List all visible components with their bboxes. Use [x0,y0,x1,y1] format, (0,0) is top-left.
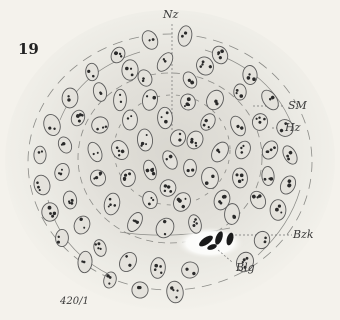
nucleus [62,190,78,210]
leader-blg [217,249,233,263]
nucleus [236,251,254,273]
nucleus [177,25,193,47]
nucleus [77,250,93,274]
nucleus [282,145,298,165]
blood-cell [207,244,217,250]
nucleus [33,174,51,196]
nucleus [276,119,294,137]
nucleus [55,228,69,248]
nucleus [249,190,267,210]
blood-vessel-lumen [176,227,244,259]
nucleus [253,230,271,250]
nucleus [156,52,174,72]
nucleus [103,271,117,289]
nucleus [41,202,59,222]
nucleus [61,87,79,109]
nucleus [173,192,191,212]
nucleus [211,45,229,65]
nucleus [137,69,153,87]
nucleus [120,168,136,188]
nucleus [213,189,231,211]
nucleus [143,159,157,181]
blood-cell [215,231,223,245]
nucleus [85,62,99,82]
nucleus [235,140,251,160]
label-hz: Hz [285,121,301,134]
nucleus [110,46,126,64]
nucleus [196,56,214,76]
nucleus [73,215,91,235]
blood-cell [226,232,234,246]
label-nz: Nz [163,8,179,21]
nucleus [103,192,121,216]
nucleus [183,158,197,178]
nucleus [261,89,279,111]
nucleus [261,140,279,160]
nucleus [91,116,109,134]
nucleus [33,145,47,165]
nucleus [186,130,204,150]
nucleus [279,175,297,195]
blood-cell [199,235,213,247]
nucleus [121,59,139,81]
nucleus [127,212,143,232]
nucleus [269,199,287,221]
nucleus [150,257,166,279]
nucleus [70,109,86,127]
nucleus [142,191,158,209]
nucleus [155,217,175,239]
nucleus [188,214,202,234]
nucleus [206,89,224,111]
nucleus [162,150,178,170]
nucleus [261,166,275,186]
nucleus [200,113,216,131]
nucleus [89,169,107,187]
figure-number: 19 [18,40,39,58]
nucleus [232,167,248,189]
nucleus [157,106,173,130]
nucleus [57,136,73,154]
nucleus [119,252,137,272]
nucleus [233,83,247,101]
label-sm: SM [288,99,307,112]
nucleus [242,65,258,85]
cell-nuclei [33,25,298,304]
nucleus [111,140,129,160]
label-bzk: Bzk [293,228,314,241]
nucleus [141,30,159,50]
nucleus [252,113,268,131]
nucleus [87,141,103,163]
nucleus [137,128,153,152]
nucleus [181,261,199,279]
nucleus [131,281,149,299]
nucleus [180,93,196,111]
nucleus [211,141,229,163]
nucleus [166,280,184,304]
nucleus [122,109,138,131]
nucleus [201,166,219,190]
nucleus [93,239,107,257]
blood-cells [199,231,234,250]
label-blg: Blg [236,261,255,274]
nucleus [170,129,186,147]
magnification: 420/1 [60,296,89,307]
nucleus [92,82,108,102]
nucleus [224,203,240,225]
nucleus [113,88,127,112]
nucleus [142,89,158,111]
nucleus [230,115,246,137]
nucleus [43,114,61,136]
nucleus [54,163,70,181]
nucleus [159,179,177,197]
nucleus [182,71,198,89]
